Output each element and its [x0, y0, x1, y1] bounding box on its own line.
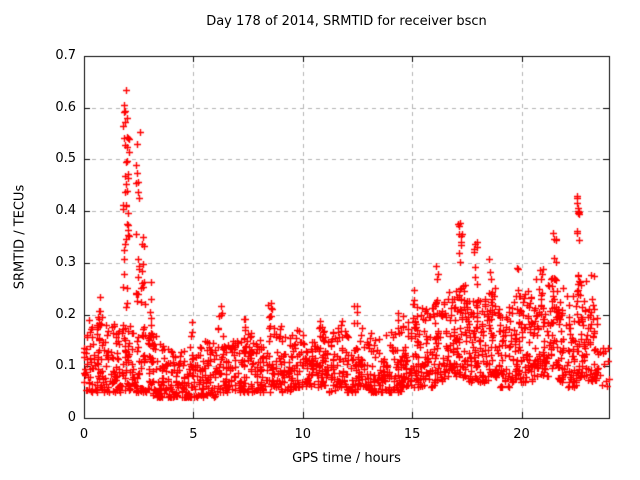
- y-tick-label: 0.4: [55, 203, 76, 219]
- y-tick-label: 0.7: [55, 48, 76, 63]
- y-tick-label: 0.3: [55, 254, 76, 270]
- y-tick-label: 0: [67, 410, 76, 425]
- x-tick-label: 20: [513, 427, 530, 442]
- x-tick-label: 10: [294, 427, 312, 442]
- y-tick-label: 0.6: [55, 99, 76, 115]
- y-tick-label: 0.5: [55, 151, 76, 167]
- y-axis-label: SRMTID / TECUs: [12, 184, 28, 290]
- chart-title: Day 178 of 2014, SRMTID for receiver bsc…: [206, 14, 487, 29]
- x-tick-label: 15: [403, 427, 421, 442]
- y-tick-label: 0.2: [55, 306, 76, 322]
- x-tick-label: 5: [189, 427, 198, 442]
- x-tick-label: 0: [79, 427, 89, 442]
- y-tick-label: 0.1: [55, 358, 76, 374]
- x-axis-label: GPS time / hours: [292, 451, 401, 466]
